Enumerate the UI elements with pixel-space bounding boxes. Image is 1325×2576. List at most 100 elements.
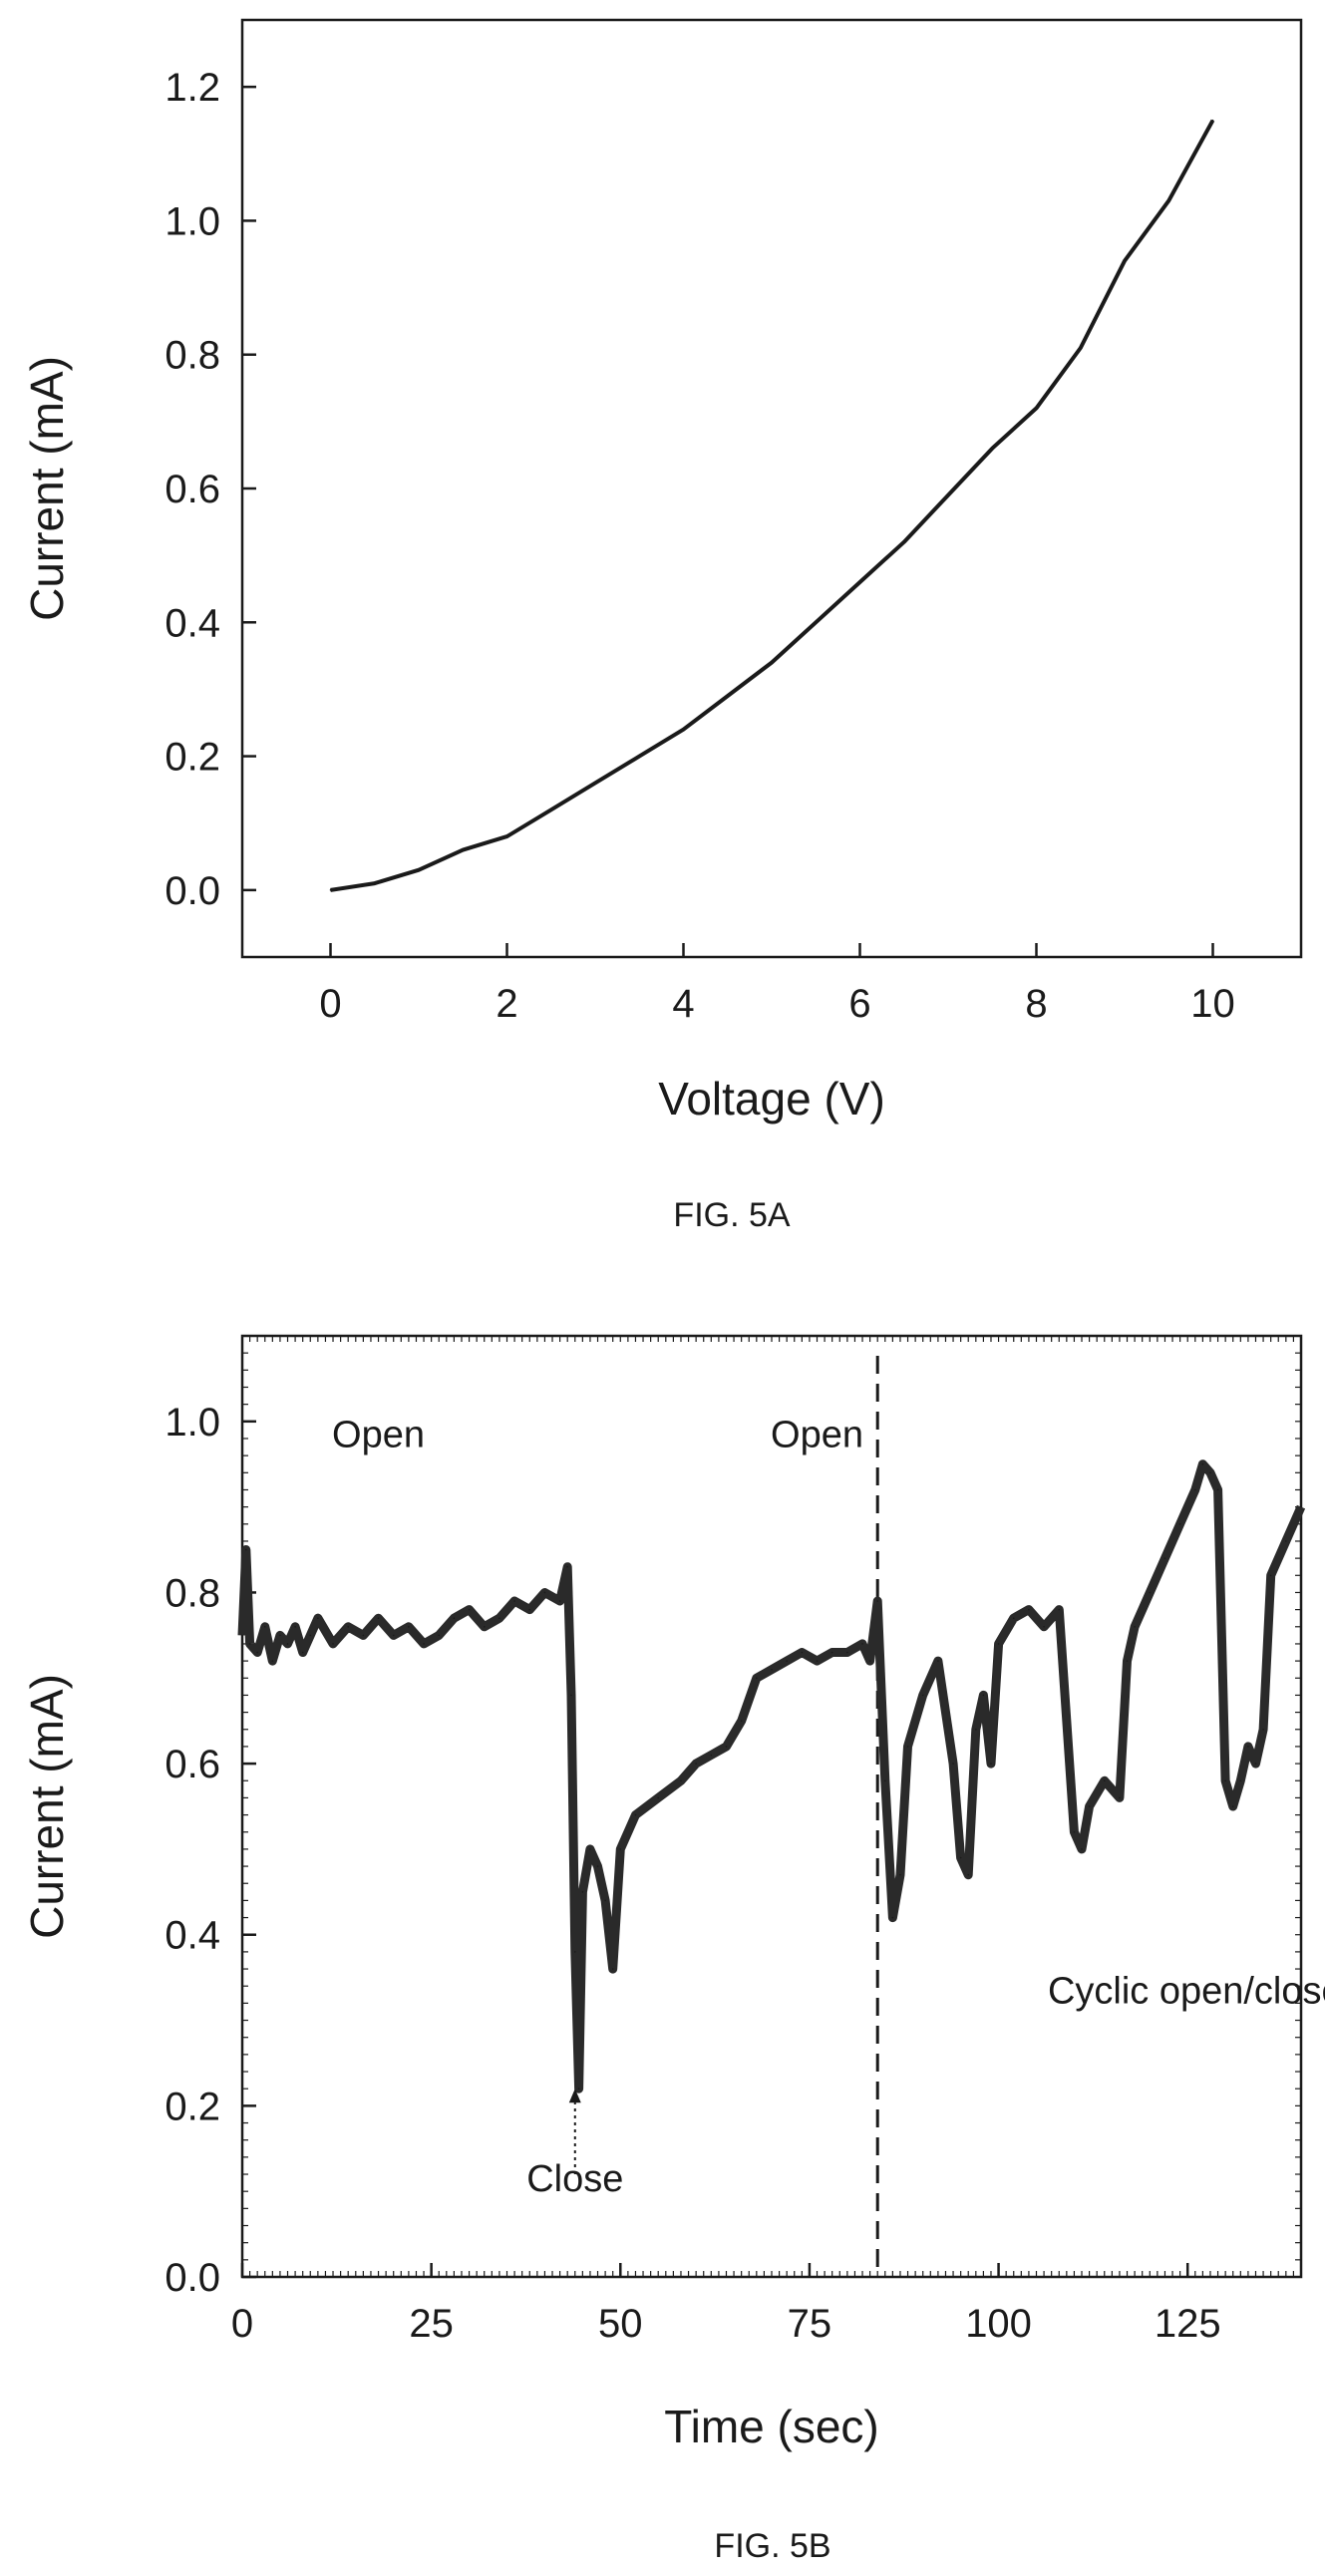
fig5a-data-point xyxy=(1211,119,1214,122)
fig5b-data-point xyxy=(1081,1848,1083,1850)
fig5b-x-tick-label: 100 xyxy=(965,2302,1032,2346)
fig5b-y-tick-label: 0.0 xyxy=(165,2256,220,2300)
fig5a-series-line xyxy=(330,119,1215,892)
fig5a-x-tick-label: 8 xyxy=(1025,982,1047,1026)
fig5b-data-point xyxy=(1149,1591,1152,1594)
fig5b-data-point xyxy=(438,1634,441,1637)
fig5b-data-point xyxy=(1216,1488,1219,1491)
fig5b-data-point xyxy=(256,1651,258,1654)
fig5a-data-point xyxy=(1035,407,1038,410)
fig5b-data-point xyxy=(1247,1746,1249,1748)
fig5b-data-point xyxy=(1073,1830,1076,1833)
fig5b-data-point xyxy=(1231,1805,1234,1807)
fig5b-data-point xyxy=(801,1651,804,1654)
fig5b-data-point xyxy=(1103,1779,1106,1782)
fig5a-x-tick-label: 0 xyxy=(319,982,341,1026)
fig5b-data-point xyxy=(868,1660,871,1662)
fig5b-data-point xyxy=(937,1660,939,1662)
fig5b-data-point xyxy=(959,1856,962,1859)
fig5b-data-point xyxy=(1300,1505,1302,1508)
fig5b-close-arrowhead xyxy=(568,2089,581,2103)
fig5b-data-point xyxy=(566,1565,568,1568)
fig5b-data-point xyxy=(244,1548,247,1551)
fig5a-x-ticks: 0 2 4 6 8 10 xyxy=(319,943,1235,1026)
fig5b-data-point xyxy=(695,1763,697,1765)
fig5b-data-point xyxy=(577,2088,580,2090)
fig5b-y-tick-label: 1.0 xyxy=(165,1401,220,1445)
fig5a-y-tick-label: 1.2 xyxy=(165,66,220,110)
fig5a-data-point xyxy=(771,661,773,664)
fig5b-data-point xyxy=(906,1746,909,1748)
fig5a-y-tick-label: 0.4 xyxy=(165,601,220,645)
fig5b-x-tick-label: 25 xyxy=(409,2302,454,2346)
fig5b-data-point xyxy=(1262,1728,1264,1731)
fig5b-data-point xyxy=(581,1891,584,1893)
fig5b-data-point xyxy=(1178,1523,1181,1525)
fig5b-data-point xyxy=(271,1660,274,1662)
fig5b-data-point xyxy=(294,1625,296,1628)
fig5b-data-point xyxy=(423,1643,425,1645)
fig5b-data-point xyxy=(680,1779,682,1782)
fig5b-data-point xyxy=(611,1968,614,1970)
fig5b-y-tick-label: 0.2 xyxy=(165,2085,220,2128)
fig5b-data-point xyxy=(332,1643,334,1645)
fig5b-x-ticks: 0 25 50 75 100 125 xyxy=(231,2263,1221,2346)
fig5b-data-point xyxy=(967,1873,970,1876)
fig5b-minor-ticks xyxy=(241,1335,1302,2278)
fig5b-data-point xyxy=(1134,1625,1136,1628)
fig5a-y-axis-title: Current (mA) xyxy=(21,356,73,621)
fig5a-data-point xyxy=(1167,199,1170,202)
fig5a-plot-frame xyxy=(240,18,1303,959)
fig5a-data-points xyxy=(329,119,1214,891)
fig5b-data-point xyxy=(756,1677,758,1680)
fig5b-data-point xyxy=(634,1813,637,1816)
fig5b-data-point xyxy=(498,1617,500,1619)
fig5b-data-point xyxy=(301,1651,304,1654)
fig5b-x-tick-label: 125 xyxy=(1155,2302,1221,2346)
fig5b-data-point xyxy=(1012,1617,1015,1619)
fig5b-data-point xyxy=(921,1694,924,1697)
fig5b-data-point xyxy=(1224,1779,1226,1782)
fig5b-data-point xyxy=(279,1634,281,1637)
fig5b-plot-frame xyxy=(240,1334,1303,2279)
fig5b-annotation-open-2: Open xyxy=(771,1415,863,1456)
fig5b-data-point xyxy=(1194,1488,1196,1491)
fig5a-data-point xyxy=(329,889,332,891)
chart-fig5b: 0 25 50 75 100 125 0.0 0.2 0.4 0.6 0.8 1.0 Open Op… xyxy=(21,1334,1325,2565)
fig5b-data-point xyxy=(830,1651,833,1654)
fig5b-y-tick-label: 0.4 xyxy=(165,1914,220,1958)
fig5b-data-point xyxy=(1058,1608,1061,1611)
fig5b-x-tick-label: 50 xyxy=(598,2302,643,2346)
fig5b-data-point xyxy=(317,1617,319,1619)
fig5b-data-point xyxy=(1119,1796,1121,1799)
fig5b-data-point xyxy=(392,1634,395,1637)
fig5b-y-tick-label: 0.8 xyxy=(165,1571,220,1615)
fig5a-data-point xyxy=(594,782,596,785)
fig5b-data-point xyxy=(596,1865,599,1867)
fig5b-data-point xyxy=(1269,1574,1272,1577)
fig5b-annotation-close: Close xyxy=(526,2158,623,2200)
fig5a-x-tick-label: 6 xyxy=(848,982,870,1026)
fig5a-data-point xyxy=(549,808,552,811)
fig5a-data-point xyxy=(1124,259,1126,262)
fig5b-data-point xyxy=(952,1763,954,1765)
fig5b-data-point xyxy=(990,1763,992,1765)
fig5a-data-point xyxy=(373,882,376,884)
fig5b-data-point xyxy=(1239,1779,1242,1782)
fig5b-data-point xyxy=(1254,1763,1257,1765)
fig5b-data-point xyxy=(1201,1462,1204,1465)
fig5b-data-point xyxy=(347,1625,350,1628)
fig5b-data-point xyxy=(570,1694,572,1697)
fig5b-data-point xyxy=(543,1591,546,1594)
fig5b-data-point xyxy=(619,1848,622,1850)
chart-fig5a: 0 2 4 6 8 10 0.0 0.2 0.4 0.6 0.8 1.0 1.2 Voltage (V… xyxy=(21,18,1303,1234)
fig5b-data-point xyxy=(362,1634,365,1637)
fig5a-data-point xyxy=(991,447,994,450)
fig5b-data-point xyxy=(1285,1540,1287,1542)
fig5b-data-point xyxy=(657,1796,660,1799)
fig5b-data-point xyxy=(309,1634,312,1637)
fig5a-data-point xyxy=(505,835,508,837)
fig5b-data-point xyxy=(1126,1660,1129,1662)
fig5a-data-point xyxy=(726,695,729,697)
